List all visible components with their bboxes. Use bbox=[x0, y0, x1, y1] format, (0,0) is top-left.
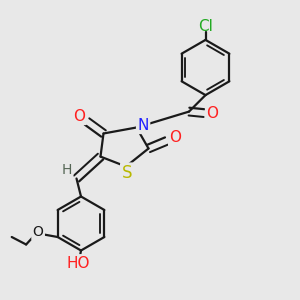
Text: O: O bbox=[169, 130, 181, 146]
Text: N: N bbox=[137, 118, 149, 133]
Text: O: O bbox=[206, 106, 218, 121]
Text: O: O bbox=[74, 109, 86, 124]
Text: S: S bbox=[122, 164, 132, 182]
Text: H: H bbox=[62, 163, 72, 177]
Text: HO: HO bbox=[66, 256, 90, 271]
Text: O: O bbox=[33, 226, 44, 239]
Text: Cl: Cl bbox=[198, 19, 213, 34]
